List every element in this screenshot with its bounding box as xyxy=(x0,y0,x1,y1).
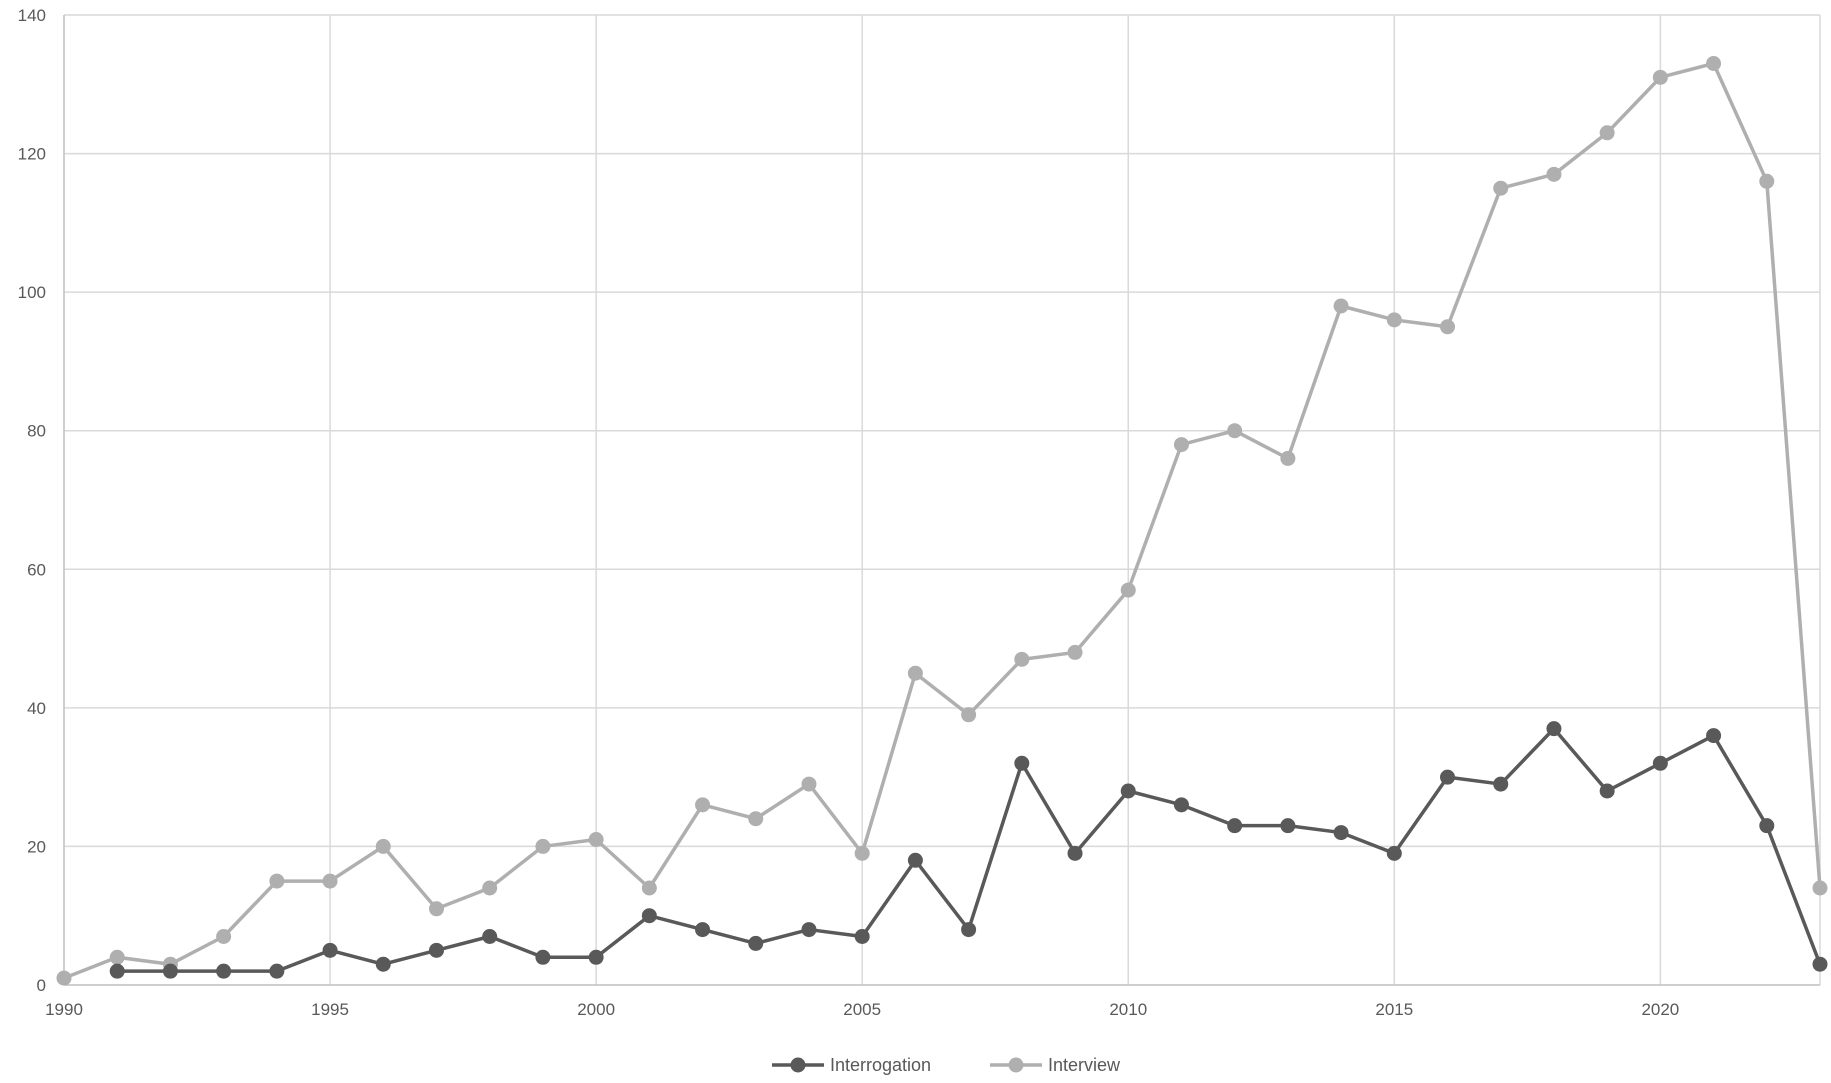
interrogation-point xyxy=(695,922,711,938)
interrogation-point xyxy=(801,922,817,938)
interrogation-point xyxy=(322,942,338,958)
interview-point xyxy=(588,832,604,847)
interrogation-point xyxy=(1440,769,1456,785)
interview-point xyxy=(1067,644,1083,660)
y-tick-label: 140 xyxy=(18,6,46,25)
y-tick-label: 40 xyxy=(27,699,46,718)
axes xyxy=(63,15,1820,986)
legend-label: Interview xyxy=(1048,1055,1121,1075)
interrogation-point xyxy=(269,963,285,979)
interrogation-point xyxy=(1173,797,1189,813)
interrogation-point xyxy=(375,956,391,972)
interview-point xyxy=(1386,312,1402,328)
x-tick-label: 2010 xyxy=(1109,1000,1147,1019)
interrogation-point xyxy=(1546,721,1562,737)
interrogation-point xyxy=(1120,783,1136,799)
interview-point xyxy=(482,880,498,896)
x-tick-label: 1995 xyxy=(311,1000,349,1019)
interrogation-point xyxy=(482,929,498,944)
interrogation-point xyxy=(641,908,657,924)
interrogation-point xyxy=(1652,755,1668,771)
interrogation-point xyxy=(961,922,977,938)
interview-point xyxy=(1706,56,1722,71)
x-tick-label: 2005 xyxy=(843,1000,881,1019)
interview-line xyxy=(63,61,1822,980)
y-tick-label: 60 xyxy=(27,560,46,579)
interrogation-point xyxy=(1493,776,1509,792)
interview-point xyxy=(1652,69,1668,85)
interrogation-point xyxy=(588,949,604,965)
interrogation-point xyxy=(162,963,178,979)
interrogation-point xyxy=(1227,818,1243,834)
x-tick-label: 2000 xyxy=(577,1000,615,1019)
legend: Interrogation Interview xyxy=(772,1055,1121,1075)
y-tick-labels: 0 20 40 60 80 100 120 140 xyxy=(18,6,46,995)
interview-point xyxy=(109,949,125,965)
interview-point xyxy=(641,880,657,896)
interrogation-point xyxy=(216,963,232,979)
interview-point xyxy=(428,901,444,917)
legend-swatch-marker xyxy=(790,1057,806,1073)
interview-point xyxy=(1759,173,1775,189)
interrogation-point xyxy=(109,963,125,979)
interview-point xyxy=(1280,450,1296,466)
interview-point xyxy=(1546,166,1562,182)
y-gridlines xyxy=(64,14,1820,848)
interview-point xyxy=(1014,651,1030,667)
interview-point xyxy=(1227,423,1243,439)
interview-point xyxy=(1173,437,1189,453)
y-tick-label: 20 xyxy=(27,837,46,856)
interview-point xyxy=(748,811,764,827)
interrogation-point xyxy=(854,929,870,944)
series-group xyxy=(56,56,1828,986)
x-tick-label: 2020 xyxy=(1641,1000,1679,1019)
interview-point xyxy=(216,929,232,944)
interview-point xyxy=(56,970,72,986)
interrogation-point xyxy=(1014,755,1030,771)
interview-point xyxy=(1120,582,1136,598)
legend-swatch-marker xyxy=(1008,1057,1024,1073)
interrogation-point xyxy=(428,942,444,958)
interview-point xyxy=(801,776,817,792)
x-tick-label: 1990 xyxy=(45,1000,83,1019)
interview-point xyxy=(322,873,338,889)
interview-point xyxy=(961,707,977,723)
legend-item-interrogation: Interrogation xyxy=(772,1055,931,1075)
interview-point xyxy=(535,838,551,854)
interrogation-point xyxy=(907,852,923,868)
interview-point xyxy=(1333,298,1349,314)
interview-point xyxy=(269,873,285,889)
x-tick-labels: 1990 1995 2000 2005 2010 2015 2020 xyxy=(45,1000,1679,1019)
interrogation-point xyxy=(1280,818,1296,834)
interrogation-point xyxy=(1759,818,1775,834)
interview-point xyxy=(1812,880,1828,896)
y-tick-label: 120 xyxy=(18,145,46,164)
interrogation-point xyxy=(1386,845,1402,861)
interrogation-point xyxy=(1599,783,1615,799)
y-tick-label: 80 xyxy=(27,422,46,441)
interrogation-point xyxy=(535,949,551,965)
series-interrogation xyxy=(109,721,1828,979)
series-interview xyxy=(56,56,1828,986)
interrogation-point xyxy=(748,935,764,951)
interview-point xyxy=(854,845,870,861)
x-gridlines xyxy=(329,15,1821,985)
y-tick-label: 100 xyxy=(18,283,46,302)
interrogation-point xyxy=(1333,825,1349,841)
interrogation-point xyxy=(1706,728,1722,744)
legend-item-interview: Interview xyxy=(990,1055,1121,1075)
interrogation-point xyxy=(1812,956,1828,972)
interview-point xyxy=(907,665,923,681)
interrogation-point xyxy=(1067,845,1083,861)
y-tick-label: 0 xyxy=(37,976,46,995)
interview-point xyxy=(1493,180,1509,196)
interview-point xyxy=(695,797,711,813)
legend-label: Interrogation xyxy=(830,1055,931,1075)
interview-point xyxy=(1599,125,1615,141)
interview-point xyxy=(375,838,391,854)
interview-point xyxy=(1440,319,1456,335)
x-tick-label: 2015 xyxy=(1375,1000,1413,1019)
